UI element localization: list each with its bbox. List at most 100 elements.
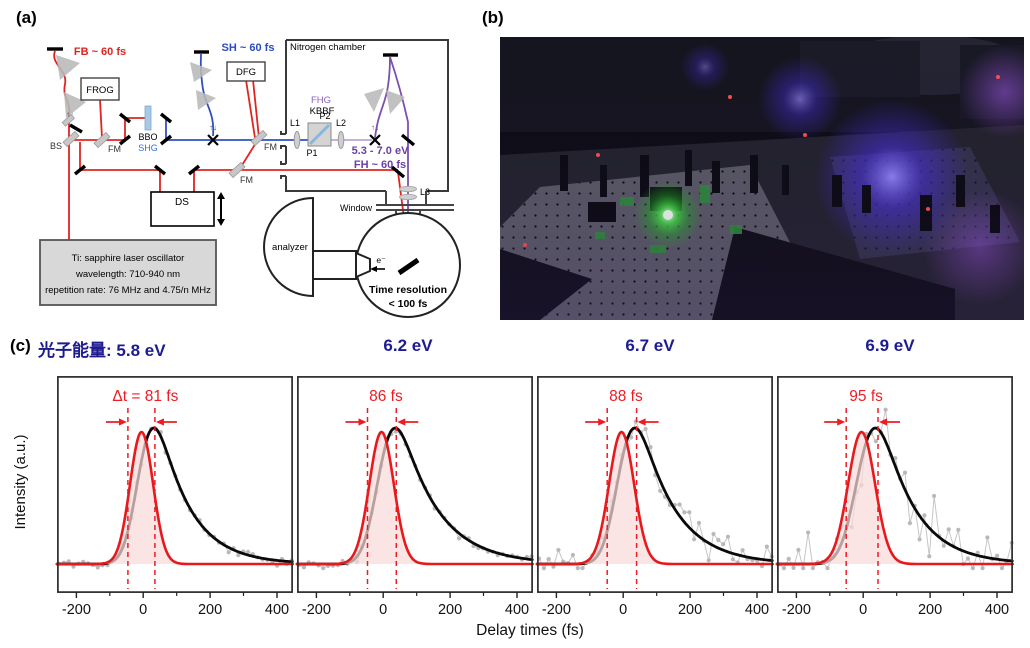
data-polyline: [538, 420, 773, 570]
data-point: [970, 566, 975, 571]
irf-curve: [535, 430, 774, 566]
x-tick-label: 0: [139, 602, 147, 618]
x-tick-label: -200: [542, 602, 571, 618]
panel-b-label: (b): [482, 8, 504, 27]
photon-energy-label: 光子能量:: [38, 341, 117, 360]
fb-pulse-label: FB ~ 60 fs: [74, 46, 126, 58]
data-point: [541, 566, 546, 571]
data-point: [730, 557, 735, 562]
arrowhead-icon: [118, 418, 127, 426]
x-tick-label: 200: [438, 602, 462, 618]
mirrors: [47, 47, 416, 220]
bbo-crystal: [144, 105, 152, 131]
data-point: [922, 513, 927, 518]
response-fit-curve: [295, 426, 534, 566]
data-point: [907, 521, 912, 526]
data-point: [980, 566, 985, 571]
data-point: [696, 520, 702, 526]
bs-label: BS: [50, 141, 62, 151]
x-tick-label: 400: [985, 602, 1009, 618]
data-point: [725, 534, 731, 539]
plot-frame: [297, 376, 533, 593]
data-point: [711, 531, 716, 537]
header-photon-energy-4: 6.9 eV: [865, 336, 915, 355]
arrowhead-icon: [358, 418, 367, 426]
time-resolution-line2: < 100 fs: [389, 298, 428, 310]
data-polyline: [778, 409, 1013, 570]
data-point: [95, 565, 100, 570]
data-point: [629, 435, 634, 440]
oscillator-box: [39, 239, 217, 306]
data-point: [321, 566, 326, 571]
data-point: [786, 556, 791, 561]
x-tick-label: -200: [782, 602, 811, 618]
fm-label: FM: [264, 142, 277, 152]
x-tick-label: 200: [918, 602, 942, 618]
data-point: [995, 553, 1000, 558]
data-point: [721, 542, 726, 547]
x-axis-label: Delay times (fs): [476, 622, 584, 639]
prism-icon: [190, 62, 212, 82]
delay-stage-label: DS: [175, 197, 189, 208]
arrowhead-icon: [879, 418, 887, 426]
dfg-box: [226, 61, 266, 82]
panel-a-label: (a): [16, 8, 37, 27]
data-point: [570, 552, 575, 558]
mirror-icon: [159, 112, 173, 124]
fm-label: FM: [108, 144, 121, 154]
data-point: [682, 510, 687, 515]
data-point: [801, 566, 806, 571]
x-tick-label: 400: [745, 602, 769, 618]
mirror-icon: [187, 164, 201, 176]
plot-frame: [537, 376, 773, 593]
photon-energy-value: 5.8 eV: [116, 341, 166, 360]
x-tick-label: 0: [619, 602, 627, 618]
flip-arrows-icon: ↑↓: [209, 123, 217, 132]
x-tick-label: 200: [198, 602, 222, 618]
irf-curve: [295, 430, 534, 566]
l1-label: L1: [290, 118, 300, 128]
prism-icon: [64, 92, 86, 118]
analyzer-lens-tube: [312, 250, 357, 280]
data-point: [941, 543, 946, 548]
prism-icon: [196, 90, 216, 110]
data-point: [740, 548, 745, 553]
data-point: [658, 488, 663, 493]
plot-frame: [777, 376, 1013, 593]
delta-t-annotation: 88 fs: [609, 388, 643, 405]
nitrogen-chamber-label: Nitrogen chamber: [290, 42, 366, 53]
data-point: [806, 530, 811, 535]
data-point: [677, 502, 682, 507]
fh-pulse-label: FH ~ 60 fs: [354, 159, 406, 171]
window-label: Window: [340, 203, 373, 213]
fhg-label: FHG: [311, 95, 331, 106]
kbbf-crystal-interface: [308, 123, 331, 146]
fh-energy-label: 5.3 - 7.0 eV: [352, 145, 410, 157]
data-point: [643, 426, 648, 432]
kbbf-label: KBBF: [310, 106, 335, 117]
data-polyline: [298, 430, 532, 569]
analyzer-cone: [355, 251, 371, 279]
data-point: [956, 527, 961, 532]
nitrogen-chamber-outline: [280, 39, 449, 192]
data-point: [245, 549, 251, 554]
oscillator-line2: wavelength: 710-940 nm: [75, 269, 180, 280]
p2-label: P2: [319, 111, 330, 121]
x-tick-label: 0: [859, 602, 867, 618]
flip-mirror-plates: [61, 113, 268, 179]
arrowhead-icon: [637, 418, 646, 426]
data-point: [66, 559, 71, 564]
plot-5-8ev: Δt = 81 fs -200 0 200 400: [55, 376, 294, 618]
analyzer-label: analyzer: [272, 242, 308, 253]
data-point: [456, 536, 462, 541]
data-point: [902, 470, 908, 475]
sh-pulse-label: SH ~ 60 fs: [222, 42, 275, 54]
data-point: [226, 550, 231, 555]
data-point: [893, 456, 898, 461]
response-fit-curve: [535, 426, 774, 566]
vacuum-window: [376, 191, 454, 216]
data-point: [236, 553, 241, 558]
mirror-icon: [159, 134, 173, 146]
mirror-icon: [400, 133, 416, 147]
